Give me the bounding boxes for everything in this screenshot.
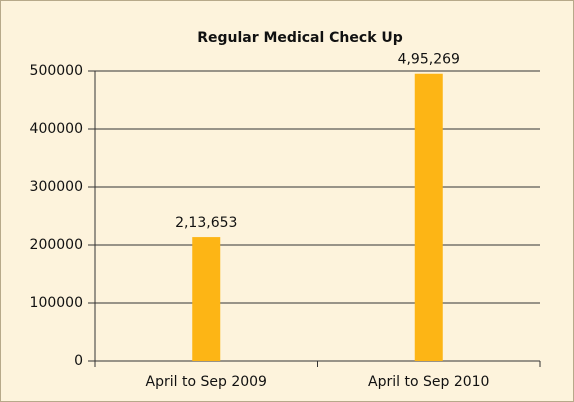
x-tick-label: April to Sep 2009 [146,374,267,390]
y-tick-label: 100000 [30,295,83,311]
bar [192,237,221,361]
data-label: 2,13,653 [175,215,237,231]
y-tick-label: 200000 [30,237,83,253]
y-tick-label: 300000 [30,179,83,195]
bar [414,73,443,361]
chart-title: Regular Medical Check Up [197,30,403,46]
y-tick-label: 400000 [30,121,83,137]
data-label: 4,95,269 [398,52,460,68]
y-tick-label: 500000 [30,63,83,79]
y-tick-label: 0 [74,353,83,369]
x-tick-label: April to Sep 2010 [368,374,489,390]
